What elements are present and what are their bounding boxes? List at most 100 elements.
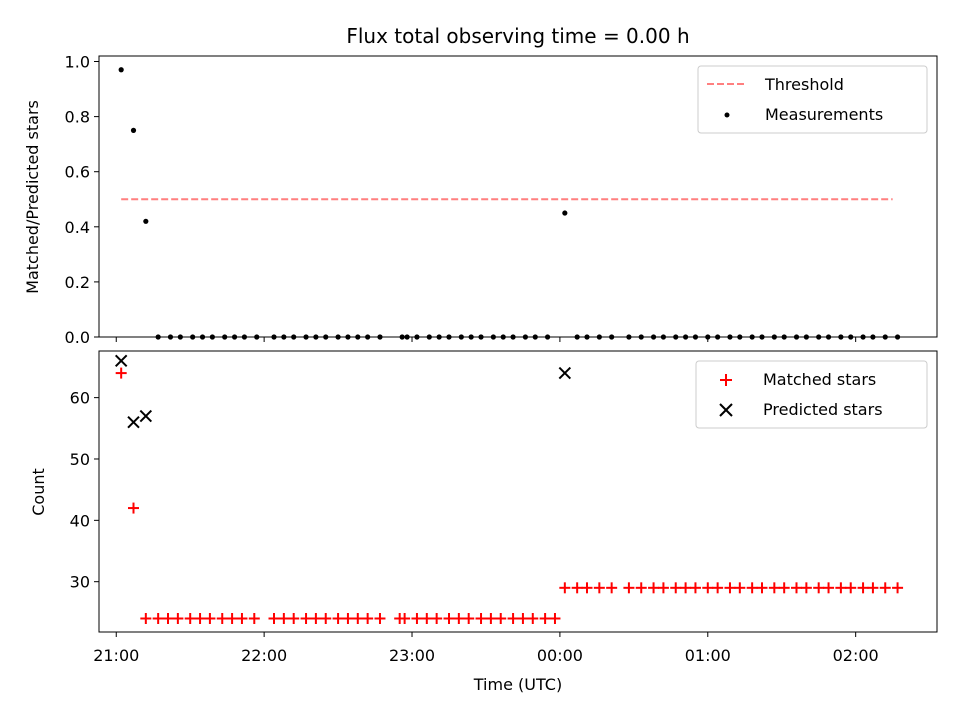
predicted-star-stroke-b [114,354,128,368]
matched-star-point [507,613,519,625]
matched-star-point [648,582,660,594]
legend-measurements-swatch [724,112,730,118]
matched-star-point [288,613,300,625]
bottom-x-axis-label: Time (UTC) [473,675,562,694]
matched-star-point [453,613,465,625]
bottom-xtick-label: 00:00 [537,646,583,665]
measurement-point [130,127,137,133]
bottom-xtick-label: 23:00 [389,646,435,665]
bottom-plot-frame [98,350,938,633]
legend-predicted-label: Predicted stars [763,400,883,419]
matched-star-point [606,582,618,594]
matched-star-point [559,582,571,594]
matched-star-point [248,613,260,625]
bottom-y-axis-label: Count [29,468,48,516]
bottom-ytick-label: 30 [70,573,90,592]
legend-threshold-label: Threshold [764,75,844,94]
matched-star-point [778,582,790,594]
bottom-legend-box [695,360,928,429]
matched-star-point [527,613,539,625]
matched-star-point [845,582,857,594]
matched-star-point [374,613,386,625]
legend-predicted-swatch [719,403,733,417]
legend-matched-swatch [720,374,732,386]
bottom-xtick-label: 02:00 [833,646,879,665]
bottom-ytick-label: 60 [70,389,90,408]
bottom-ytick-label: 50 [70,450,90,469]
matched-star-point [791,582,803,594]
matched-star-point [712,582,724,594]
matched-star-point [581,582,593,594]
bottom-panel: Count Time (UTC) 30 40 50 60 21:00 22:00 23:0… [29,350,938,694]
predicted-star-stroke-b [558,366,572,380]
matched-star-point [475,613,487,625]
measurement-point [562,210,568,216]
matched-star-point [495,613,507,625]
matched-star-point [756,582,768,594]
matched-star-point [539,613,551,625]
top-ytick-label: 0.6 [65,163,90,182]
matched-star-point [746,582,758,594]
matched-star-point [593,582,605,594]
predicted-star-point [127,415,140,429]
top-chart-title: Flux total observing time = 0.00 h [346,24,689,48]
matched-star-point [352,613,364,625]
top-ytick-label: 0.4 [65,218,90,237]
matched-star-point [835,582,847,594]
matched-star-point [332,613,344,625]
top-legend: Threshold Measurements [697,65,928,134]
predicted-star-point [558,366,572,380]
legend-matched-label: Matched stars [763,370,876,389]
top-legend-box [697,65,928,134]
matched-star-point [867,582,879,594]
matched-star-point [310,613,322,625]
matched-star-point [657,582,669,594]
matched-star-point [813,582,825,594]
matched-star-point [724,582,736,594]
predicted-star-stroke-b [127,415,140,429]
matched-star-point [216,613,228,625]
legend-measurements-label: Measurements [765,105,883,124]
matched-star-point [172,613,184,625]
matched-star-point [140,613,152,625]
matched-star-point [823,582,835,594]
matched-star-point [184,613,196,625]
matched-star-point [680,582,692,594]
bottom-plot-marks [114,354,904,625]
matched-star-point [362,613,374,625]
matched-star-point [411,613,423,625]
matched-star-point [623,582,635,594]
predicted-star-point [139,409,153,423]
matched-star-point [204,613,216,625]
measurement-point [143,218,149,224]
matched-star-point [443,613,455,625]
top-ytick-label: 0.0 [65,328,90,347]
matched-star-point [689,582,701,594]
matched-star-point [670,582,682,594]
predicted-star-point [114,354,128,368]
bottom-xtick-label: 21:00 [93,646,139,665]
top-ytick-label: 0.8 [65,108,90,127]
matched-star-point [115,367,127,379]
matched-star-point [702,582,714,594]
matched-star-point [485,613,497,625]
matched-star-point [549,613,561,625]
matched-star-point [421,613,433,625]
matched-star-point [800,582,812,594]
top-y-axis-label: Matched/Predicted stars [23,100,42,294]
matched-star-point [431,613,443,625]
top-panel: Flux total observing time = 0.00 h Match… [23,24,938,347]
bottom-xtick-label: 22:00 [241,646,287,665]
top-ytick-label: 1.0 [65,53,90,72]
matched-star-point [857,582,869,594]
matched-star-point [278,613,290,625]
matched-star-point [128,502,140,514]
matched-star-point [463,613,475,625]
bottom-x-ticks: 21:00 22:00 23:00 00:00 01:00 02:00 [93,632,879,665]
matched-star-point [300,613,312,625]
matched-star-point [892,582,904,594]
matched-star-point [879,582,891,594]
top-plot-frame [98,55,938,338]
matched-star-point [734,582,746,594]
